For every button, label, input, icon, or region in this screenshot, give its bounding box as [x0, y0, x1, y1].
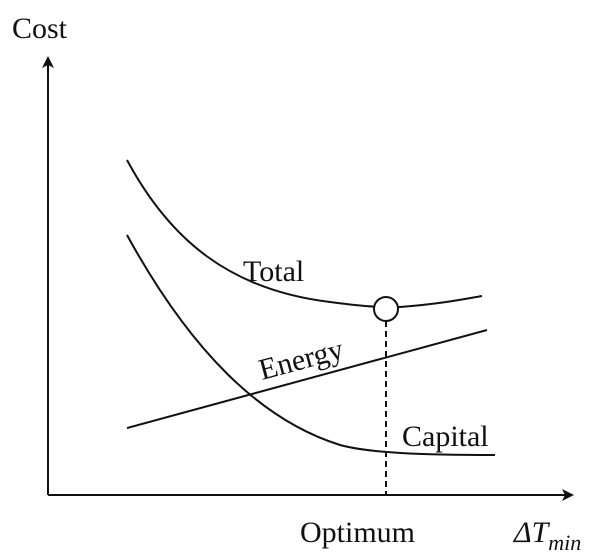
optimum-label: Optimum — [300, 516, 415, 549]
optimum-point — [373, 296, 399, 322]
y-axis-label: Cost — [12, 12, 68, 45]
energy-label: Energy — [255, 333, 347, 387]
capital-curve — [126, 234, 496, 456]
capital-label: Capital — [402, 420, 489, 453]
total-curve — [126, 159, 483, 309]
total-label: Total — [243, 255, 304, 288]
x-axis-label: ΔTmin — [513, 516, 581, 555]
x-axis-label-main: ΔT — [513, 516, 551, 549]
energy-line — [126, 329, 488, 429]
x-axis-label-subscript: min — [548, 530, 581, 555]
